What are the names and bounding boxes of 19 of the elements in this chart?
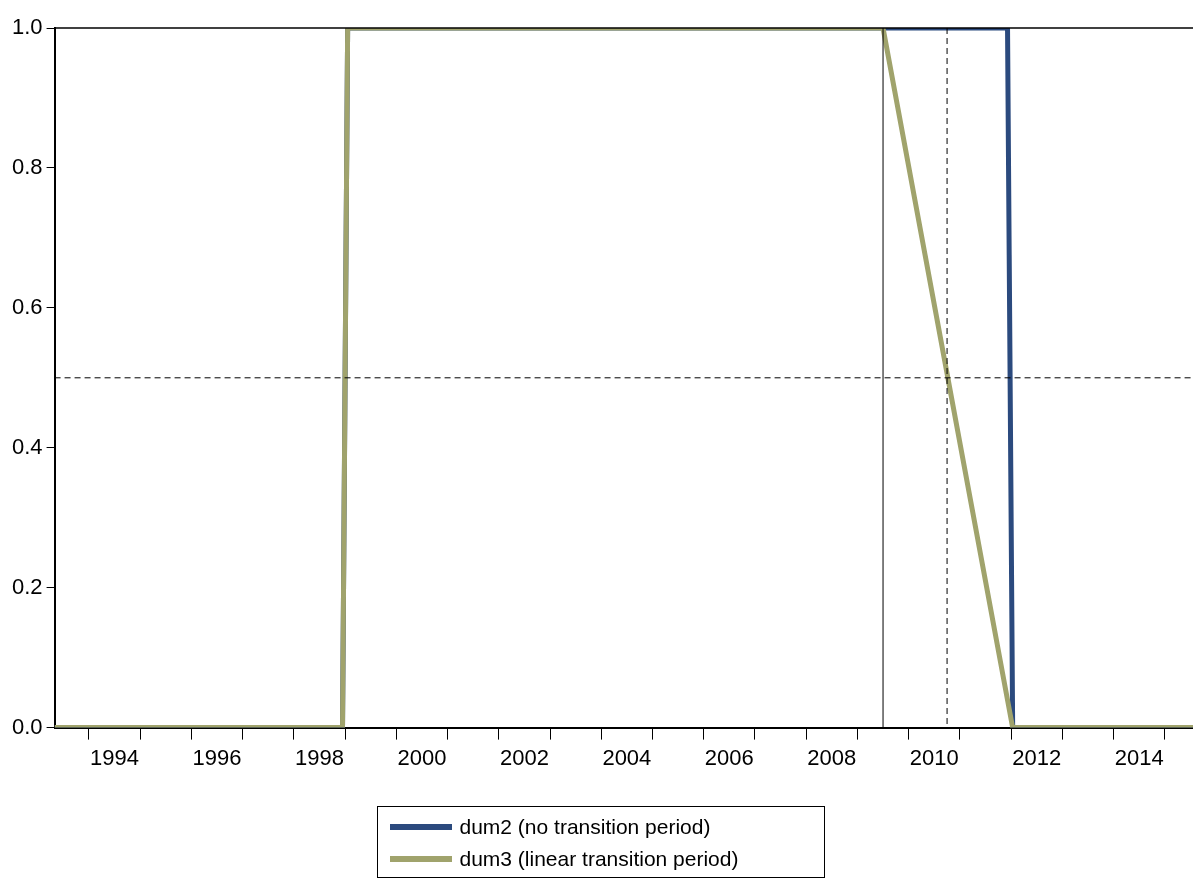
y-tick-label: 1.0: [11, 14, 43, 40]
x-tick-label: 1994: [90, 744, 139, 770]
x-tick-label: 2004: [602, 744, 652, 770]
x-tick-label: 2000: [397, 744, 447, 770]
y-tick-label: 0.4: [11, 433, 43, 459]
legend-label: dum3 (linear transition period): [459, 847, 739, 871]
x-tick-label: 2006: [704, 744, 754, 770]
y-tick-label: 0.2: [11, 573, 43, 599]
x-tick-label: 1998: [294, 744, 344, 770]
legend-label: dum2 (no transition period): [459, 815, 711, 839]
x-tick-label: 2010: [909, 744, 959, 770]
y-tick-label: 0.8: [11, 153, 43, 179]
x-tick-label: 2014: [1114, 744, 1164, 770]
x-tick-label: 1996: [192, 744, 242, 770]
y-tick-label: 0.0: [11, 713, 43, 739]
x-tick-label: 2002: [499, 744, 549, 770]
x-tick-label: 2012: [1012, 744, 1062, 770]
y-tick-label: 0.6: [11, 293, 43, 319]
x-tick-label: 2008: [807, 744, 857, 770]
